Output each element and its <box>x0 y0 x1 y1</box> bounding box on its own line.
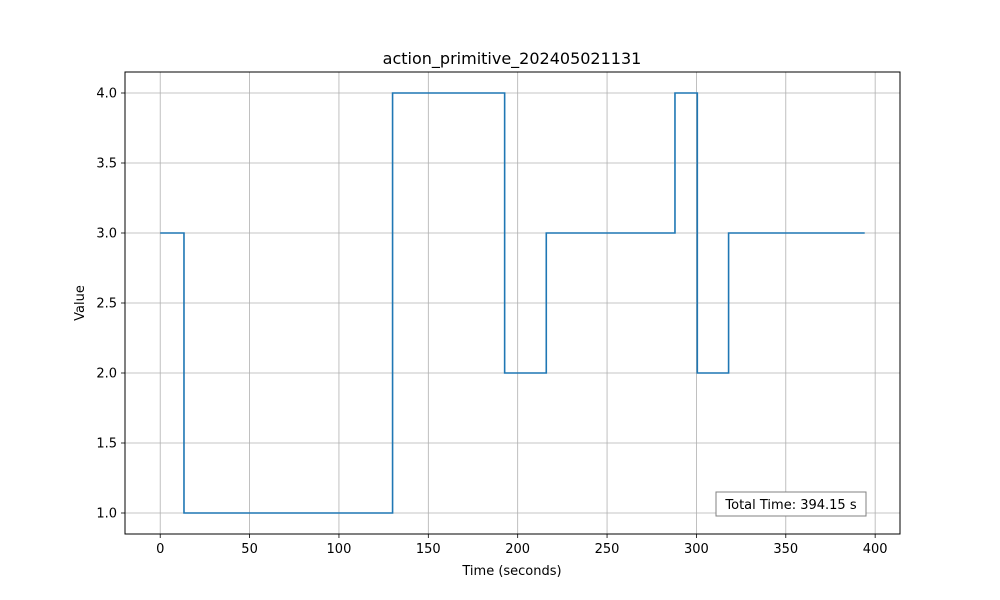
y-tick-label: 2.5 <box>96 297 117 312</box>
y-tick-label: 4.0 <box>96 87 117 102</box>
step-series-line <box>160 92 865 514</box>
total-time-annotation: Total Time: 394.15 s <box>715 491 867 517</box>
x-tick-label: 300 <box>684 542 709 557</box>
y-tick-label: 3.5 <box>96 157 117 172</box>
x-axis-ticks: 0 50 100 150 200 250 300 350 400 <box>156 534 888 557</box>
y-axis-label: Value <box>73 285 88 321</box>
x-tick-label: 50 <box>241 542 258 557</box>
y-tick-label: 2.0 <box>96 367 117 382</box>
chart-title: action_primitive_202405021131 <box>383 49 642 69</box>
x-tick-label: 200 <box>505 542 530 557</box>
x-tick-label: 400 <box>863 542 888 557</box>
annotation-text: Total Time: 394.15 s <box>724 498 856 513</box>
data-series <box>160 92 865 514</box>
x-tick-label: 100 <box>327 542 352 557</box>
x-tick-label: 350 <box>773 542 798 557</box>
x-axis-label: Time (seconds) <box>461 564 561 579</box>
x-tick-label: 250 <box>595 542 620 557</box>
y-tick-label: 3.0 <box>96 227 117 242</box>
y-tick-label: 1.0 <box>96 507 117 522</box>
annotation-box <box>715 491 867 517</box>
y-tick-label: 1.5 <box>96 437 117 452</box>
x-tick-label: 150 <box>416 542 441 557</box>
x-tick-label: 0 <box>156 542 164 557</box>
y-axis-ticks: 1.0 1.5 2.0 2.5 3.0 3.5 4.0 <box>96 87 125 522</box>
